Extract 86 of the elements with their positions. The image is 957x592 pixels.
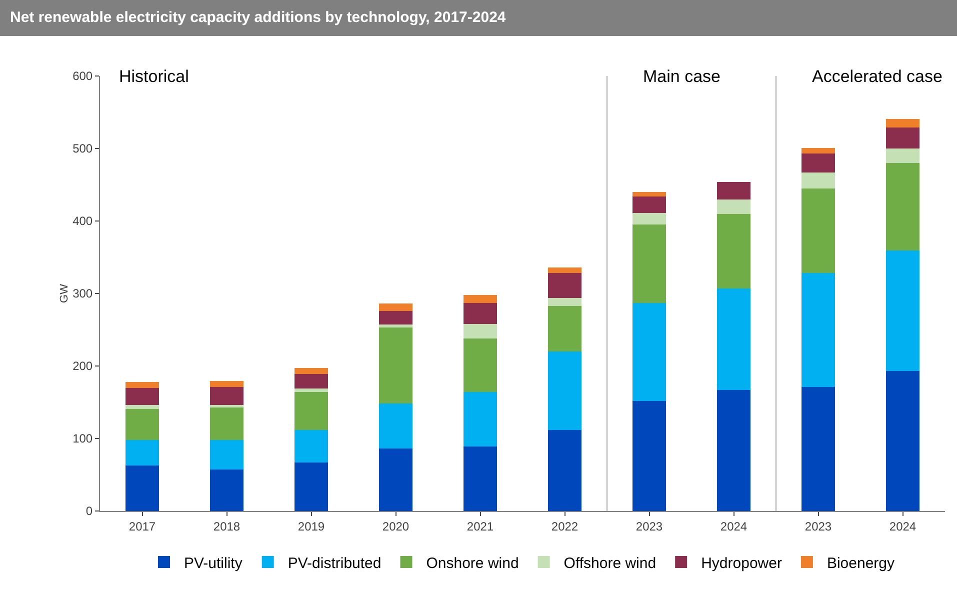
bar	[632, 196, 666, 214]
x-tick-label: 2024	[720, 519, 748, 534]
bar	[463, 392, 498, 446]
bar	[886, 371, 920, 511]
bar	[716, 214, 751, 288]
bar	[632, 302, 666, 401]
bar	[632, 213, 666, 225]
bar	[463, 294, 498, 303]
x-tick-label: 2018	[213, 519, 240, 534]
bar	[125, 388, 160, 406]
bar	[716, 390, 751, 511]
legend-label: PV-utility	[184, 554, 243, 572]
bar	[801, 387, 836, 511]
bar	[886, 163, 920, 251]
bar	[294, 368, 328, 374]
legend-label: Bioenergy	[826, 554, 896, 572]
bar	[294, 388, 328, 392]
bar	[378, 328, 413, 404]
bar	[886, 148, 920, 163]
bar	[294, 374, 328, 388]
bar	[210, 440, 244, 470]
bar	[294, 392, 328, 430]
bar	[886, 250, 920, 372]
x-tick-label: 2022	[551, 519, 578, 534]
bar	[548, 352, 582, 430]
bar	[886, 118, 920, 128]
bar	[294, 462, 328, 511]
bar	[463, 338, 498, 392]
bar	[463, 302, 498, 324]
bar	[125, 408, 160, 440]
bar	[125, 382, 160, 388]
annotation: Main case	[643, 67, 720, 86]
bar	[210, 381, 244, 388]
bar	[548, 267, 582, 274]
bar	[548, 430, 582, 511]
bar	[463, 446, 498, 511]
bar	[378, 404, 413, 449]
bar	[801, 148, 836, 154]
bar	[801, 273, 836, 388]
legend-label: PV-distributed	[288, 554, 382, 572]
bar	[801, 154, 836, 172]
bar	[632, 192, 666, 196]
bar	[125, 405, 160, 409]
x-tick-label: 2023	[804, 519, 832, 534]
x-tick-label: 2020	[382, 519, 410, 534]
y-axis-title: GW	[58, 283, 71, 303]
bar	[378, 324, 413, 328]
x-tick-label: 2017	[128, 519, 156, 534]
y-tick-label: 300	[72, 286, 93, 301]
y-tick-label: 600	[72, 69, 93, 84]
bar	[125, 465, 160, 511]
bar	[210, 470, 244, 511]
bar	[548, 298, 582, 306]
bar	[886, 127, 920, 148]
chart-title: Net renewable electricity capacity additions by technology, 2017-2024	[0, 0, 957, 36]
y-tick-label: 100	[72, 432, 93, 446]
y-tick-label: 0	[86, 504, 93, 518]
annotation: Accelerated case	[812, 67, 942, 86]
legend-label: Offshore wind	[564, 554, 656, 572]
y-tick-label: 400	[72, 214, 93, 228]
bar	[210, 407, 244, 440]
bar	[801, 172, 836, 188]
legend-label: Hydropower	[701, 554, 782, 572]
bar	[548, 273, 582, 298]
y-tick-label: 200	[72, 359, 93, 374]
x-tick-label: 2021	[466, 519, 494, 534]
bar	[378, 448, 413, 511]
legend-label: Onshore wind	[426, 554, 519, 572]
bar	[378, 304, 413, 311]
bar	[716, 182, 751, 200]
bar	[294, 430, 328, 462]
x-tick-label: 2019	[298, 519, 325, 534]
x-tick-label: 2023	[636, 519, 663, 534]
bar	[716, 288, 751, 390]
bar	[548, 306, 582, 352]
bar	[210, 387, 244, 406]
bar	[125, 440, 160, 466]
bar	[463, 324, 498, 338]
bar	[716, 199, 751, 214]
annotation: Historical	[119, 67, 189, 86]
bar	[801, 188, 836, 274]
y-tick-label: 500	[72, 142, 93, 156]
x-tick-label: 2024	[889, 519, 916, 534]
bar	[632, 400, 666, 511]
bar	[378, 310, 413, 325]
bar	[632, 224, 666, 303]
